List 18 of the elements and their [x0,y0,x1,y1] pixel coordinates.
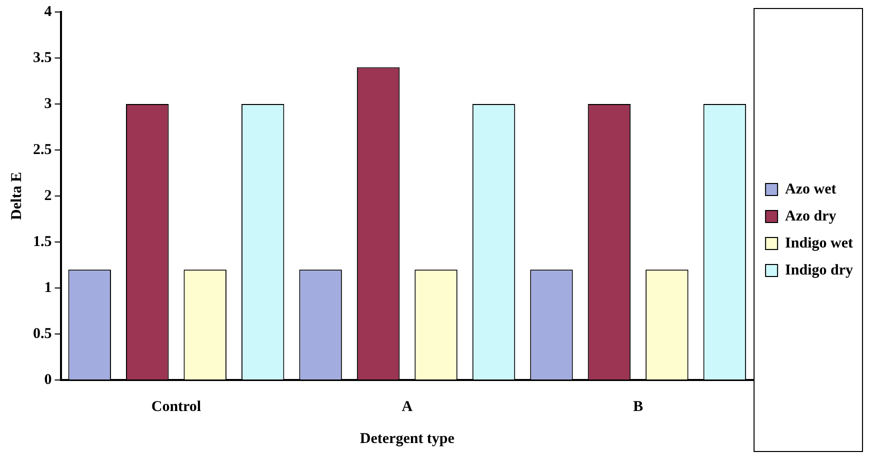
legend-label: Indigo dry [785,262,854,278]
y-tick-label: 1 [44,280,52,296]
y-tick-label: 3 [44,96,52,112]
y-tick-label: 1.5 [33,234,52,250]
x-tick-label: A [402,398,413,415]
y-tick-label: 2.5 [33,142,52,158]
legend-label: Azo dry [785,208,837,224]
y-axis-title: Delta E [8,172,25,220]
legend-label: Azo wet [785,181,836,198]
y-tick-label: 3.5 [33,50,52,66]
x-tick-label: Control [151,398,202,415]
y-tick-label: 0 [44,372,52,388]
x-axis-title: Detergent type [360,430,455,447]
x-tick-label: B [633,398,644,415]
legend-label: Indigo wet [785,235,853,252]
y-tick-label: 4 [44,4,52,20]
y-tick-label: 2 [44,188,52,204]
y-tick-label: 0.5 [33,326,52,342]
